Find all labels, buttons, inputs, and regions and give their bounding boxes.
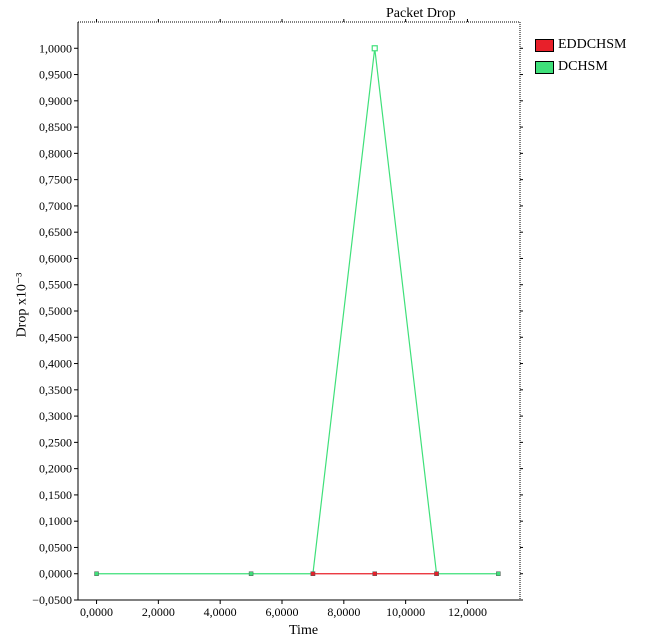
x-tick-label: 4,0000 [204,605,237,619]
y-tick-label: 0,0000 [39,567,72,581]
y-tick-label: 0,1000 [39,514,72,528]
series-line-dchsm [96,48,499,575]
legend-label-dchsm: DCHSM [558,59,608,74]
x-tick-label: 2,0000 [142,605,175,619]
y-tick-label: 0,8500 [39,120,72,134]
data-point-eddchsm [434,571,439,576]
x-tick-label: 0,0000 [80,605,113,619]
data-point-dchsm [94,571,99,576]
y-tick-label: 0,2500 [39,435,72,449]
data-point-eddchsm [372,571,377,576]
y-tick-label: 0,4000 [39,357,72,371]
x-axis-label: Time [289,623,319,638]
x-tick-label: 8,0000 [327,605,360,619]
legend: EDDCHSM DCHSM [535,34,626,78]
legend-item-eddchsm[interactable]: EDDCHSM [535,34,626,56]
y-tick-label: 0,5000 [39,304,72,318]
legend-swatch-eddchsm [535,38,554,52]
legend-label-eddchsm: EDDCHSM [558,37,627,52]
y-tick-label: 0,1500 [39,488,72,502]
y-tick-label: 0,7500 [39,173,72,187]
y-axis-label: Drop x10⁻³ [14,272,30,338]
x-tick-label: 10,0000 [386,605,425,619]
y-tick-label: 0,9000 [39,94,72,108]
y-tick-label: 0,5500 [39,278,72,292]
legend-item-dchsm[interactable]: DCHSM [535,56,626,78]
chart-title: Packet Drop [386,6,456,21]
y-tick-label: 0,9500 [39,68,72,82]
y-tick-label: 0,3500 [39,383,72,397]
y-tick-label: 0,2000 [39,462,72,476]
y-tick-label: 0,6500 [39,225,72,239]
y-tick-label: 0,8000 [39,146,72,160]
x-tick-label: 12,0000 [448,605,487,619]
y-tick-label: 0,6000 [39,251,72,265]
y-tick-label: 1,0000 [39,41,72,55]
x-tick-label: 6,0000 [266,605,299,619]
legend-swatch-dchsm [535,60,554,74]
data-point-eddchsm [310,571,316,576]
plot-frame [77,21,521,601]
y-tick-label: 0,3000 [39,409,72,423]
data-point-dchsm [371,45,378,52]
y-tick-label: 0,4500 [39,330,72,344]
y-tick-label: 0,0500 [39,540,72,554]
y-tick-label: −0,0500 [32,593,72,607]
data-point-dchsm [496,571,501,576]
y-tick-label: 0,7000 [39,199,72,213]
data-point-dchsm [248,571,254,576]
